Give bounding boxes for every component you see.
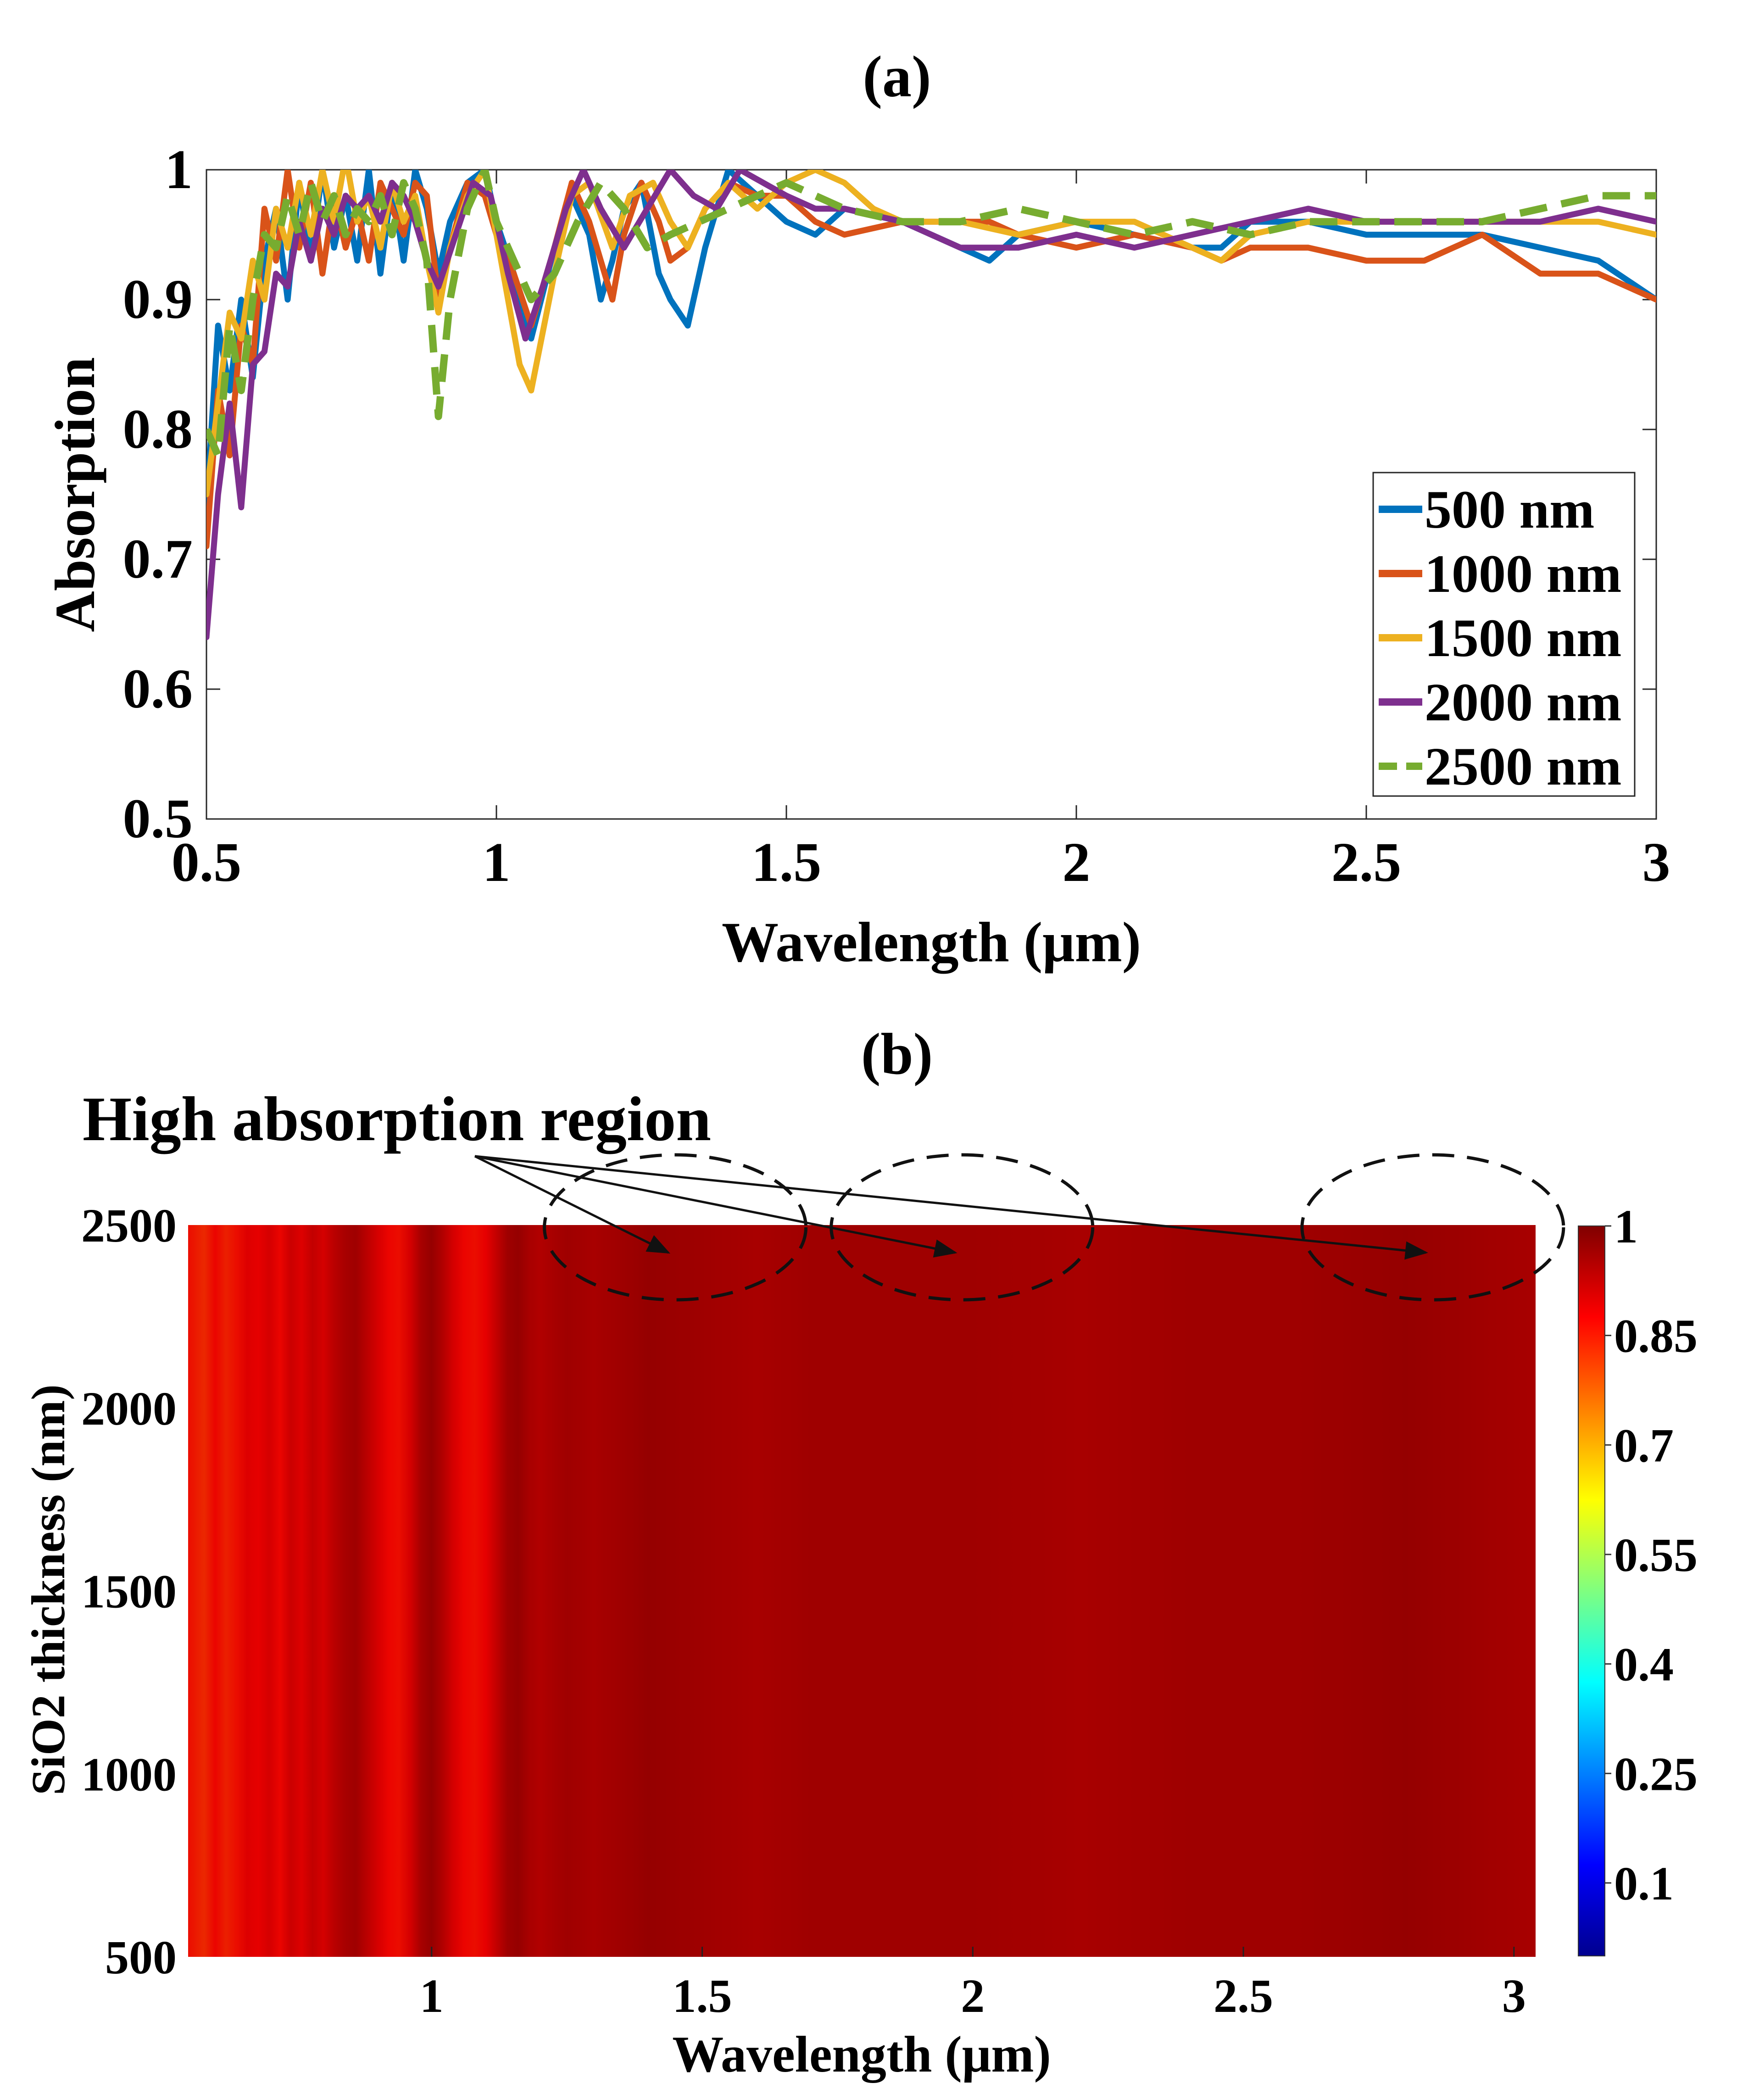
- panel-b-x-axis-label: Wavelength (μm): [672, 2026, 1051, 2083]
- legend-label: 2500 nm: [1425, 736, 1621, 797]
- y-tick-label: 2000: [81, 1382, 177, 1435]
- panel-a-y-axis-label: Absorption: [44, 357, 106, 632]
- x-tick-label: 3: [1642, 831, 1670, 893]
- y-tick-label: 1500: [81, 1565, 177, 1618]
- region-ellipse: [1300, 1153, 1565, 1302]
- series-line-2000-nm: [206, 170, 1656, 641]
- y-tick-label: 500: [105, 1931, 177, 1984]
- annotation-high-absorption: High absorption region: [83, 1084, 711, 1154]
- x-tick-label: 1.5: [752, 831, 822, 893]
- highlighted-regions: [474, 1153, 1565, 1302]
- x-tick-label: 3: [1502, 1970, 1526, 2022]
- panel-a-ticks: 0.5 1 1.5 2 2.5 3 0.5 0.6 0.7 0.8 0.9 1: [123, 139, 1670, 893]
- x-tick-label: 2.5: [1331, 831, 1402, 893]
- heatmap: [188, 1225, 1536, 1957]
- x-tick-label: 1.5: [673, 1970, 732, 2022]
- panel-b-ticks: 1 1.5 2 2.5 3 500 1000 1500 2000 2500: [81, 1199, 1526, 2022]
- colorbar-tick-label: 0.85: [1614, 1310, 1698, 1363]
- colorbar-tick-label: 0.4: [1614, 1638, 1674, 1691]
- panel-b-y-axis-label: SiO2 thickness (nm): [22, 1384, 75, 1795]
- y-tick-label: 0.8: [123, 398, 193, 460]
- panel-a-x-axis-label: Wavelength (μm): [722, 911, 1141, 974]
- series-line-2500-nm: [206, 170, 1656, 459]
- legend-label: 1000 nm: [1425, 544, 1621, 604]
- x-tick-label: 2: [961, 1970, 985, 2022]
- heatmap-field: [188, 1225, 1536, 1957]
- annotation-arrow: [474, 1155, 1428, 1260]
- colorbar-tick-label: 0.25: [1614, 1748, 1698, 1800]
- region-ellipse: [543, 1153, 808, 1302]
- x-tick-label: 2: [1063, 831, 1091, 893]
- y-tick-label: 0.6: [123, 658, 193, 720]
- series-line-1000-nm: [206, 170, 1656, 550]
- y-tick-label: 0.5: [123, 788, 193, 850]
- y-tick-label: 1000: [81, 1748, 177, 1801]
- annotation-arrow: [474, 1155, 671, 1254]
- y-tick-label: 0.7: [123, 528, 193, 590]
- x-tick-label: 1: [420, 1970, 444, 2022]
- panel-a: (a) 0.5 1 1.5 2 2.5 3 0.5 0.6 0.7 0.8 0.9 1 Wavelen…: [44, 44, 1670, 974]
- legend-label: 500 nm: [1425, 479, 1594, 540]
- colorbar: 0.1 0.25 0.4 0.55 0.7 0.85 1: [1578, 1200, 1698, 1956]
- colorbar-tick-label: 0.55: [1614, 1529, 1698, 1582]
- panel-b-label: (b): [861, 1021, 933, 1086]
- panel-b: (b) High absorption region 1 1.5 2 2.5 35001…: [22, 1021, 1698, 2083]
- y-tick-label: 1: [165, 139, 193, 201]
- y-tick-label: 0.9: [123, 268, 193, 330]
- annotation-arrow: [474, 1155, 958, 1258]
- panel-a-series: [206, 170, 1656, 641]
- colorbar-tick-label: 0.7: [1614, 1419, 1674, 1472]
- colorbar-bar: [1578, 1225, 1605, 1956]
- x-tick-label: 1: [483, 831, 511, 893]
- colorbar-tick-label: 0.1: [1614, 1857, 1674, 1910]
- heatmap-thickness-shading: [188, 1225, 1536, 1957]
- x-tick-label: 2.5: [1214, 1970, 1273, 2022]
- legend-label: 2000 nm: [1425, 672, 1621, 732]
- panel-a-label: (a): [863, 44, 931, 109]
- y-tick-label: 2500: [81, 1199, 177, 1252]
- legend-label: 1500 nm: [1425, 608, 1621, 668]
- colorbar-tick-label: 1: [1614, 1200, 1638, 1253]
- x-tick-label: 0.5: [172, 831, 242, 893]
